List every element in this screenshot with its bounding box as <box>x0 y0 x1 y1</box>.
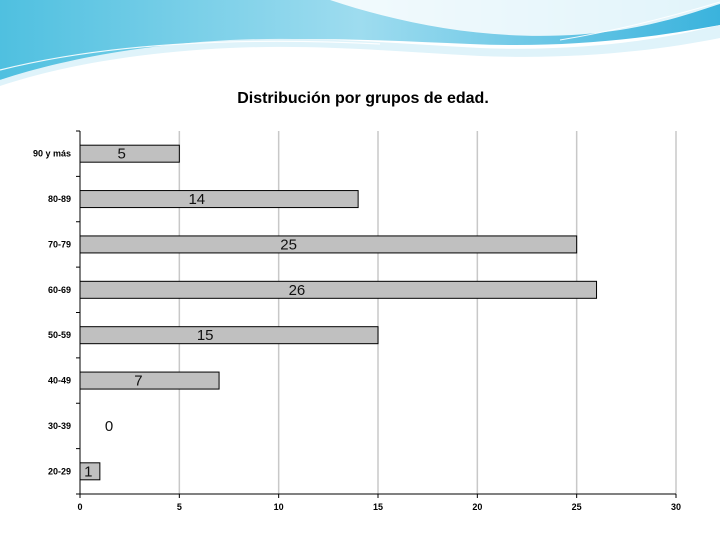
axes <box>76 130 677 498</box>
bar <box>79 326 379 345</box>
x-tick-label: 20 <box>472 502 482 512</box>
bars <box>79 144 598 481</box>
y-tick-label: 80-89 <box>48 194 71 204</box>
grid-lines <box>178 131 677 494</box>
y-tick-labels: 90 y más 80-89 70-79 60-69 50-59 40-49 30-39 20… <box>33 149 71 477</box>
y-tick-label: 90 y más <box>33 149 71 159</box>
x-tick-label: 10 <box>274 502 284 512</box>
chart-title: Distribución por grupos de edad. <box>237 90 489 107</box>
x-tick-label: 5 <box>177 502 182 512</box>
bar <box>79 144 180 163</box>
y-tick-label: 50-59 <box>48 330 71 340</box>
bar <box>79 190 359 209</box>
bar <box>79 371 220 390</box>
x-tick-label: 25 <box>572 502 582 512</box>
x-tick-label: 0 <box>77 502 82 512</box>
y-tick-label: 40-49 <box>48 376 71 386</box>
x-tick-label: 30 <box>671 502 681 512</box>
slide-header-decoration <box>0 0 720 86</box>
y-tick-label: 20-29 <box>48 466 71 476</box>
data-label: 7 <box>134 373 142 390</box>
y-tick-label: 70-79 <box>48 239 71 249</box>
data-labels: 5 14 25 26 15 7 0 1 <box>84 146 305 481</box>
x-tick-labels: 0 5 10 15 20 25 30 <box>77 502 681 512</box>
y-tick-label: 30-39 <box>48 421 71 431</box>
data-label: 0 <box>105 418 113 435</box>
x-tick-label: 15 <box>373 502 383 512</box>
bar <box>79 280 598 299</box>
data-label: 26 <box>289 282 306 299</box>
data-label: 5 <box>118 146 126 163</box>
data-label: 1 <box>84 463 92 480</box>
y-tick-label: 60-69 <box>48 285 71 295</box>
bar <box>79 462 101 481</box>
bar <box>79 235 578 254</box>
data-label: 25 <box>280 236 297 253</box>
data-label: 14 <box>188 191 205 208</box>
data-label: 15 <box>197 327 214 344</box>
